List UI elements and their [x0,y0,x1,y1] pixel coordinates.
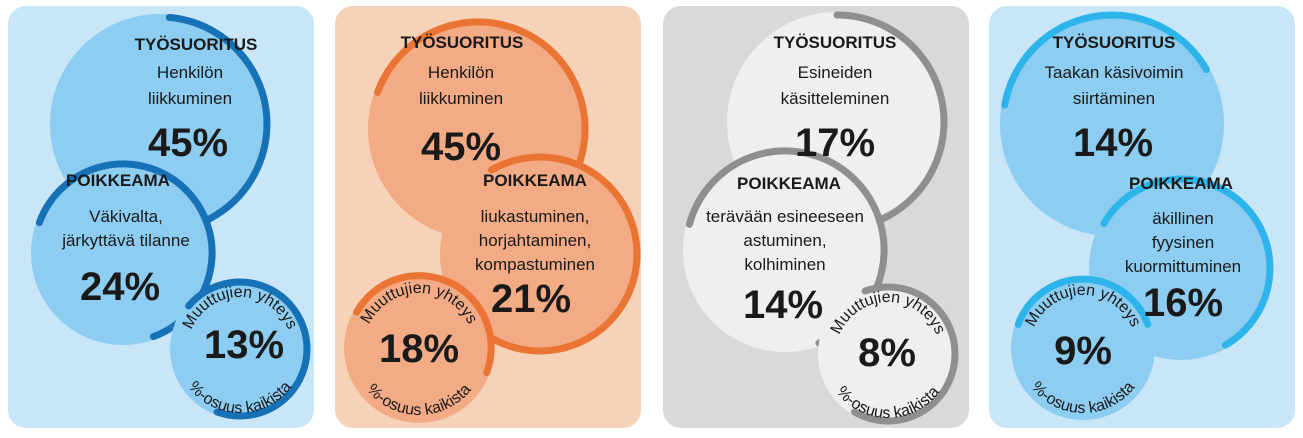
work-label-line: Esineiden [798,63,873,82]
combination-circle-arc [353,272,495,377]
combination-circle-arc [851,283,959,425]
panel-4: TYÖSUORITUS Taakan käsivoimin siirtäminen 1… [989,6,1295,428]
deviation-percentage: 21% [491,277,571,321]
deviation-label-line: kompastuminen [475,255,595,274]
deviation-heading: POIKKEAMA [1129,174,1233,193]
panel-1: TYÖSUORITUS Henkilön liikkuminen 45% POIKKEA… [8,6,314,428]
deviation-label-line: astuminen, [743,231,826,250]
deviation-circle-arc [467,153,641,355]
work-heading: TYÖSUORITUS [135,35,258,54]
combination-percentage: 8% [858,331,916,375]
deviation-label-line: Väkivalta, [89,207,163,226]
work-label-line: Henkilön [157,63,223,82]
work-label-line: liikkuminen [148,89,232,108]
work-label-line: liikkuminen [419,89,503,108]
panel-3: TYÖSUORITUS Esineiden käsitteleminen 17% POI… [663,6,969,428]
deviation-label-line: fyysinen [1152,233,1214,252]
work-heading: TYÖSUORITUS [1053,33,1176,52]
work-heading: TYÖSUORITUS [401,33,524,52]
deviation-heading: POIKKEAMA [483,171,587,190]
work-label-line: käsitteleminen [781,89,890,108]
combination-percentage: 13% [204,323,284,367]
work-circle-arc [1001,11,1210,109]
work-label-line: siirtäminen [1073,89,1155,108]
deviation-percentage: 16% [1143,281,1223,325]
deviation-label-line: liukastuminen, [481,207,590,226]
work-percentage: 17% [795,121,875,165]
work-label-line: Henkilön [428,63,494,82]
deviation-circle-arc [1100,175,1274,349]
deviation-label-line: järkyttävä tilanne [61,231,190,250]
deviation-heading: POIKKEAMA [737,174,841,193]
deviation-percentage: 24% [80,265,160,309]
deviation-circle [31,161,215,345]
deviation-circle [683,148,887,352]
combination-circle-arc [1014,275,1152,328]
combination-percentage: 9% [1054,329,1112,373]
combination-circle [818,284,958,424]
deviation-label-line: kuormittuminen [1125,257,1241,276]
deviation-label-line: äkillinen [1152,209,1213,228]
deviation-percentage: 14% [743,283,823,327]
work-percentage: 45% [148,121,228,165]
deviation-heading: POIKKEAMA [66,171,170,190]
work-percentage: 45% [421,125,501,169]
combination-circle [1011,276,1155,420]
deviation-label-line: horjahtaminen, [479,231,591,250]
deviation-label-line: terävään esineeseen [706,207,864,226]
deviation-label-line: kolhiminen [744,255,825,274]
deviation-circle [440,154,640,354]
combination-percentage: 18% [379,327,459,371]
combination-circle [170,279,310,419]
work-heading: TYÖSUORITUS [774,33,897,52]
combination-circle [344,273,494,423]
panel-2: TYÖSUORITUS Henkilön liikkuminen 45% POIKKEA… [335,6,641,428]
work-label-line: Taakan käsivoimin [1045,63,1184,82]
combination-circle-arc [185,278,311,420]
work-percentage: 14% [1073,121,1153,165]
